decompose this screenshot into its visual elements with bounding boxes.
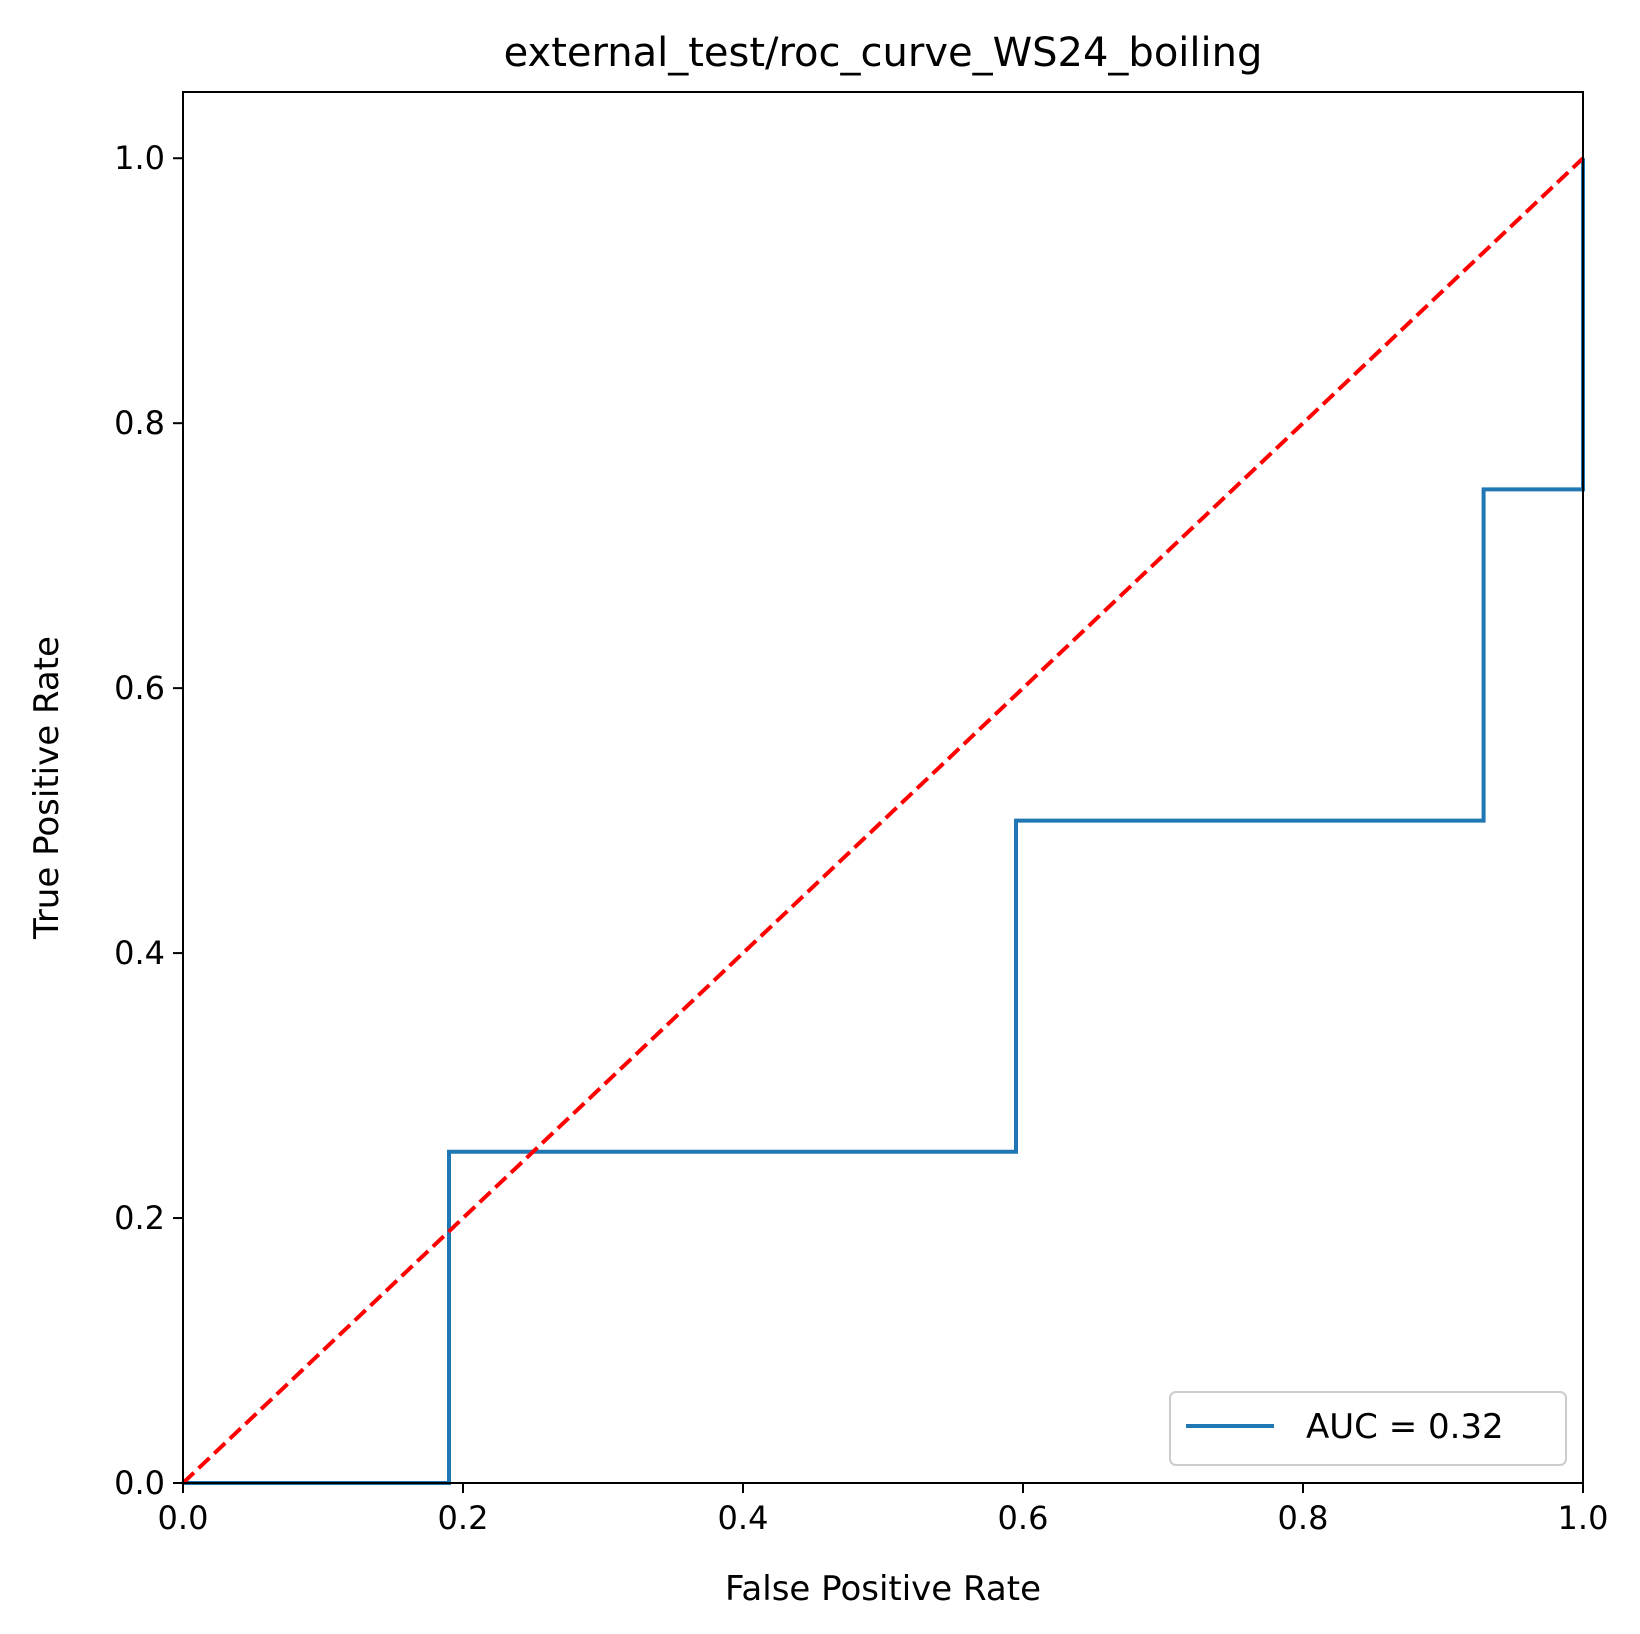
y-tick-label: 1.0	[114, 139, 165, 177]
x-tick-label: 0.6	[998, 1499, 1049, 1537]
x-tick-label: 0.2	[438, 1499, 489, 1537]
legend-box	[1169, 1391, 1567, 1466]
y-tick-label: 0.2	[114, 1199, 165, 1237]
tick-layer: 0.0 0.2 0.4 0.6 0.8 1.0 0.0 0.2 0.4 0.6 0.8 1.0	[114, 139, 1608, 1537]
x-axis-label: False Positive Rate	[725, 1569, 1041, 1609]
roc-curve-line	[183, 158, 1585, 1485]
legend-label: AUC = 0.32	[1306, 1407, 1504, 1447]
y-tick-label: 0.0	[114, 1464, 165, 1502]
y-tick-label: 0.6	[114, 669, 165, 707]
x-tick-label: 0.8	[1278, 1499, 1329, 1537]
x-tick-label: 0.0	[158, 1499, 209, 1537]
plot-frame	[182, 91, 1584, 1484]
y-tick-label: 0.8	[114, 404, 165, 442]
y-axis-label: True Positive Rate	[27, 636, 67, 940]
series-layer	[181, 156, 1585, 1485]
x-tick-label: 1.0	[1558, 1499, 1609, 1537]
x-tick-label: 0.4	[718, 1499, 769, 1537]
y-tick-label: 0.4	[114, 934, 165, 972]
legend: AUC = 0.32	[1169, 1391, 1567, 1466]
chart-title: external_test/roc_curve_WS24_boiling	[504, 30, 1263, 76]
